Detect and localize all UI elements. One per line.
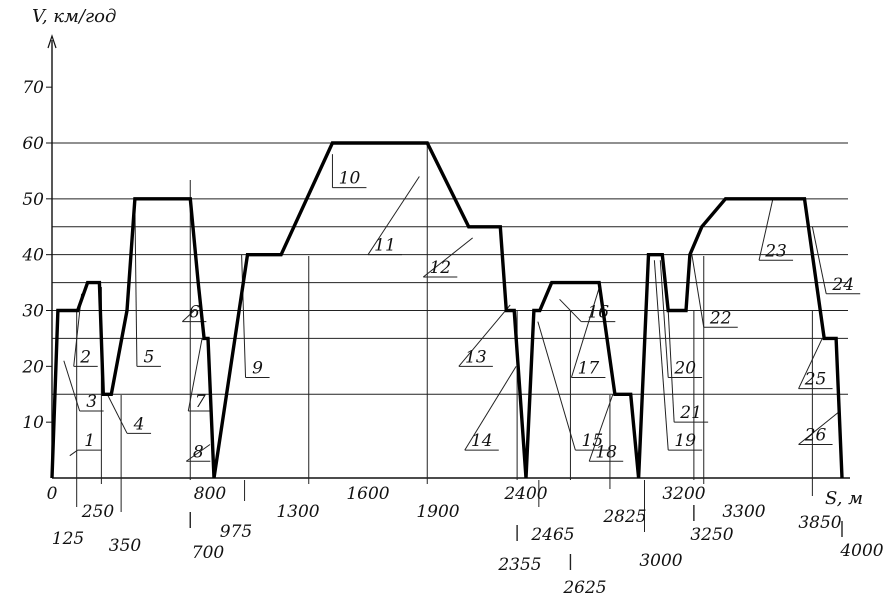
leader-23 [758, 198, 774, 261]
x-tick-label-0: 0 [47, 484, 58, 504]
leader-18 [588, 394, 614, 462]
x-axis-label: S, м [825, 488, 863, 509]
x-mark-label-3000: 3000 [639, 551, 682, 571]
annotation-label-12: 12 [429, 258, 451, 278]
x-mark-label-700: 700 [192, 543, 225, 563]
x-mark-label-4000: 4000 [839, 541, 883, 561]
y-tick-label-50: 50 [22, 190, 44, 210]
leader-5 [134, 209, 138, 367]
leader-24 [811, 226, 827, 294]
leader-21 [667, 310, 675, 423]
leader-14 [464, 366, 517, 451]
annotation-label-4: 4 [133, 414, 145, 434]
annotation-label-11: 11 [374, 236, 396, 256]
x-mark-label-3300: 3300 [722, 502, 765, 522]
x-tick-label-800: 800 [194, 484, 227, 504]
y-tick-label-20: 20 [21, 357, 44, 377]
annotation-leaders [63, 154, 861, 462]
annotation-label-15: 15 [582, 431, 604, 451]
annotation-label-24: 24 [831, 275, 854, 295]
speed-profile [50, 141, 844, 479]
leader-15 [537, 321, 576, 451]
leader-8 [186, 444, 211, 462]
x-tick-label-1600: 1600 [346, 484, 389, 504]
x-mark-label-2625: 2625 [562, 578, 606, 598]
annotation-label-23: 23 [764, 241, 787, 261]
x-mark-label-1300: 1300 [276, 502, 319, 522]
leader-26 [798, 410, 841, 445]
leader-7 [187, 338, 203, 412]
leader-25 [798, 338, 823, 389]
y-axis-arrow [47, 34, 57, 49]
x-mark-label-250: 250 [81, 502, 115, 522]
leader-1 [69, 449, 78, 457]
annotation-label-18: 18 [595, 442, 617, 462]
annotation-label-16: 16 [587, 303, 609, 323]
x-mark-label-2825: 2825 [602, 507, 646, 527]
leader-4 [106, 394, 128, 434]
annotation-label-3: 3 [86, 392, 97, 412]
annotation-label-20: 20 [673, 359, 696, 379]
x-mark-label-2355: 2355 [497, 555, 541, 575]
x-mark-label-1900: 1900 [416, 502, 459, 522]
annotation-label-13: 13 [465, 347, 487, 367]
x-mark-label-2465: 2465 [530, 525, 574, 545]
leader-3 [63, 360, 81, 412]
leader-13 [458, 304, 511, 367]
annotation-label-1: 1 [84, 431, 95, 451]
annotation-label-14: 14 [471, 431, 493, 451]
annotation-label-17: 17 [578, 359, 600, 379]
axes [46, 34, 850, 479]
x-mark-label-3850: 3850 [798, 513, 841, 533]
x-tick-label-2400: 2400 [503, 484, 547, 504]
leader-12 [422, 237, 473, 278]
y-tick-label-40: 40 [21, 246, 44, 266]
x-mark-label-125: 125 [52, 529, 84, 549]
annotation-label-9: 9 [252, 359, 263, 379]
x-mark-label-350: 350 [109, 536, 142, 556]
annotation-label-8: 8 [193, 442, 204, 462]
x-mark-label-975: 975 [220, 522, 252, 542]
annotation-label-2: 2 [79, 347, 91, 367]
leader-11 [367, 176, 420, 255]
speed-series-line [50, 141, 844, 479]
y-tick-label-70: 70 [22, 78, 44, 98]
leader-20 [659, 260, 669, 378]
leader-6 [182, 310, 195, 323]
annotation-label-6: 6 [189, 303, 200, 323]
y-tick-label-30: 30 [22, 302, 44, 322]
leader-17 [570, 288, 600, 378]
annotation-label-10: 10 [339, 169, 361, 189]
leader-22 [691, 254, 705, 328]
y-tick-label-60: 60 [22, 134, 44, 154]
annotation-label-22: 22 [709, 308, 732, 328]
annotation-label-21: 21 [679, 403, 702, 423]
annotation-label-26: 26 [804, 426, 827, 446]
annotation-label-19: 19 [674, 431, 696, 451]
x-mark-label-3250: 3250 [690, 525, 733, 545]
annotation-label-7: 7 [195, 392, 206, 412]
leader-19 [653, 260, 669, 451]
annotation-label-5: 5 [144, 347, 155, 367]
leader-9 [241, 254, 247, 378]
y-axis-label: V, км/год [32, 6, 116, 27]
annotation-label-25: 25 [804, 370, 827, 390]
y-tick-label-10: 10 [22, 413, 44, 433]
x-tick-label-3200: 3200 [662, 484, 705, 504]
leader-16 [559, 298, 582, 323]
